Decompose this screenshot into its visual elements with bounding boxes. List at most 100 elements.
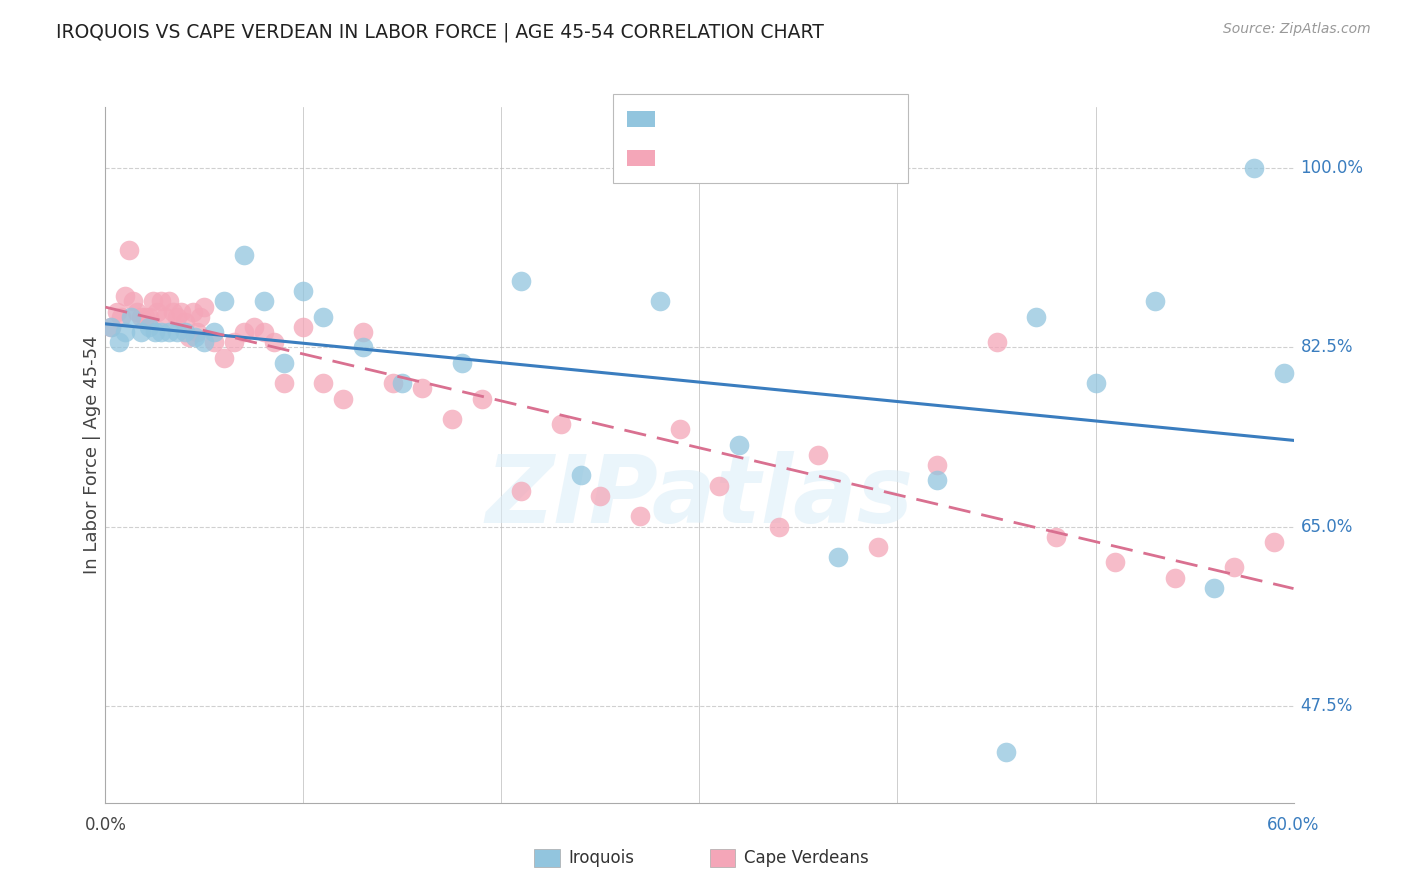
- Point: [995, 745, 1018, 759]
- Point: [157, 325, 180, 339]
- Point: [108, 335, 131, 350]
- Point: [768, 519, 790, 533]
- Point: [166, 325, 188, 339]
- Point: [157, 294, 180, 309]
- Point: [1104, 555, 1126, 569]
- Point: [138, 310, 160, 324]
- Text: 65.0%: 65.0%: [1301, 517, 1353, 535]
- Point: [391, 376, 413, 391]
- Point: [292, 284, 315, 298]
- Point: [120, 310, 142, 324]
- Point: [925, 458, 948, 472]
- Point: [1243, 161, 1265, 176]
- Text: R =: R =: [666, 151, 702, 165]
- Point: [193, 300, 215, 314]
- Point: [589, 489, 612, 503]
- Point: [181, 304, 204, 318]
- Text: 0.0%: 0.0%: [84, 816, 127, 834]
- Point: [352, 341, 374, 355]
- Text: 100.0%: 100.0%: [1301, 160, 1364, 178]
- Point: [332, 392, 354, 406]
- Text: R =: R =: [666, 112, 702, 126]
- Point: [628, 509, 651, 524]
- Point: [510, 483, 533, 498]
- Point: [668, 422, 690, 436]
- Point: [827, 550, 849, 565]
- Point: [648, 294, 671, 309]
- Point: [1025, 310, 1047, 324]
- Text: 60.0%: 60.0%: [1267, 816, 1320, 834]
- Point: [807, 448, 830, 462]
- Point: [224, 335, 246, 350]
- Point: [709, 478, 731, 492]
- Text: 57: 57: [818, 151, 841, 165]
- Point: [114, 289, 136, 303]
- Point: [1263, 534, 1285, 549]
- Point: [1143, 294, 1166, 309]
- Point: [471, 392, 494, 406]
- Point: [381, 376, 404, 391]
- Point: [986, 335, 1008, 350]
- Point: [440, 412, 463, 426]
- Point: [1223, 560, 1246, 574]
- Point: [233, 325, 256, 339]
- Point: [510, 274, 533, 288]
- Point: [550, 417, 572, 432]
- Point: [352, 325, 374, 339]
- Point: [214, 351, 236, 365]
- Point: [170, 304, 193, 318]
- Point: [292, 320, 315, 334]
- Point: [312, 376, 335, 391]
- Point: [1272, 366, 1295, 380]
- Text: Cape Verdeans: Cape Verdeans: [744, 849, 869, 867]
- Point: [122, 294, 145, 309]
- Point: [110, 310, 132, 324]
- Text: 82.5%: 82.5%: [1301, 338, 1353, 357]
- Point: [173, 325, 195, 339]
- Point: [411, 381, 433, 395]
- Point: [129, 310, 152, 324]
- Text: Iroquois: Iroquois: [568, 849, 634, 867]
- Text: -0.036: -0.036: [703, 151, 761, 165]
- Text: N =: N =: [773, 112, 824, 126]
- Point: [118, 244, 141, 258]
- Text: N =: N =: [773, 151, 824, 165]
- Point: [186, 325, 208, 339]
- Point: [142, 294, 165, 309]
- Point: [1204, 581, 1226, 595]
- Point: [166, 310, 188, 324]
- Point: [925, 474, 948, 488]
- Point: [100, 320, 122, 334]
- Point: [177, 330, 200, 344]
- Point: [263, 335, 285, 350]
- Point: [243, 320, 266, 334]
- Point: [202, 325, 225, 339]
- Text: ZIPatlas: ZIPatlas: [485, 450, 914, 542]
- Point: [273, 376, 295, 391]
- Point: [105, 304, 128, 318]
- Point: [253, 325, 276, 339]
- Point: [129, 325, 152, 339]
- Text: -0.152: -0.152: [703, 112, 761, 126]
- Text: 47.5%: 47.5%: [1301, 697, 1353, 714]
- Point: [312, 310, 335, 324]
- Y-axis label: In Labor Force | Age 45-54: In Labor Force | Age 45-54: [83, 335, 101, 574]
- Point: [214, 294, 236, 309]
- Point: [138, 320, 160, 334]
- Point: [233, 248, 256, 262]
- Point: [183, 330, 205, 344]
- Point: [127, 304, 149, 318]
- Point: [100, 320, 122, 334]
- Point: [149, 325, 172, 339]
- Point: [143, 325, 166, 339]
- Point: [190, 310, 212, 324]
- Text: 38: 38: [818, 112, 841, 126]
- Point: [114, 325, 136, 339]
- Point: [134, 310, 156, 324]
- Point: [866, 540, 889, 554]
- Point: [149, 294, 172, 309]
- Point: [193, 335, 215, 350]
- Point: [173, 315, 195, 329]
- Point: [1084, 376, 1107, 391]
- Point: [162, 304, 184, 318]
